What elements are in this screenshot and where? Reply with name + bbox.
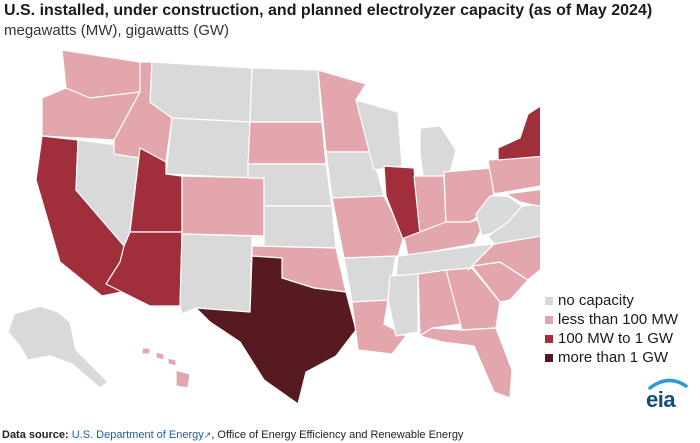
state-florida	[419, 327, 513, 399]
state-north-dakota	[249, 67, 323, 123]
legend-item-mid: 100 MW to 1 GW	[545, 329, 678, 348]
chart-title: U.S. installed, under construction, and …	[4, 2, 653, 19]
state-montana	[149, 61, 253, 123]
state-maryland	[505, 188, 540, 207]
state-virginia	[487, 203, 540, 245]
state-mississippi	[387, 273, 419, 337]
legend-label-high: more than 1 GW	[558, 349, 669, 366]
footer-rest: , Office of Energy Efficiency and Renewa…	[211, 429, 464, 441]
data-source-footer: Data source: U.S. Department of Energy↗,…	[2, 429, 463, 441]
legend-label-low: less than 100 MW	[558, 311, 679, 328]
state-colorado	[181, 175, 265, 237]
legend-item-high: more than 1 GW	[545, 348, 678, 367]
legend-swatch-high	[545, 353, 553, 362]
state-alabama	[417, 269, 463, 337]
external-link-icon: ↗	[203, 430, 212, 440]
state-wyoming	[165, 117, 251, 179]
footer-source-link[interactable]: U.S. Department of Energy	[71, 429, 204, 441]
legend-swatch-low	[545, 315, 553, 324]
state-new-mexico	[179, 233, 253, 315]
state-georgia	[445, 267, 501, 331]
eia-logo: eia	[646, 378, 690, 412]
map-legend: no capacity less than 100 MW 100 MW to 1…	[545, 291, 678, 367]
state-alaska	[7, 305, 109, 389]
state-hawaii	[141, 347, 191, 389]
state-south-dakota	[247, 121, 327, 165]
legend-label-none: no capacity	[558, 292, 634, 309]
legend-swatch-mid	[545, 334, 553, 343]
legend-label-mid: 100 MW to 1 GW	[558, 330, 674, 347]
state-missouri	[331, 195, 405, 259]
legend-item-low: less than 100 MW	[545, 310, 678, 329]
state-pennsylvania	[487, 155, 540, 195]
state-kansas	[263, 205, 337, 249]
legend-item-none: no capacity	[545, 291, 678, 310]
legend-swatch-none	[545, 296, 553, 305]
state-new-york	[497, 105, 540, 161]
eia-logo-text: eia	[646, 387, 676, 412]
state-texas	[195, 255, 357, 405]
state-wisconsin	[355, 99, 403, 171]
eia-logo-arc-icon	[648, 378, 688, 390]
footer-label: Data source:	[2, 429, 69, 441]
us-map: DC	[7, 49, 540, 405]
chart-subtitle: megawatts (MW), gigawatts (GW)	[4, 22, 230, 39]
